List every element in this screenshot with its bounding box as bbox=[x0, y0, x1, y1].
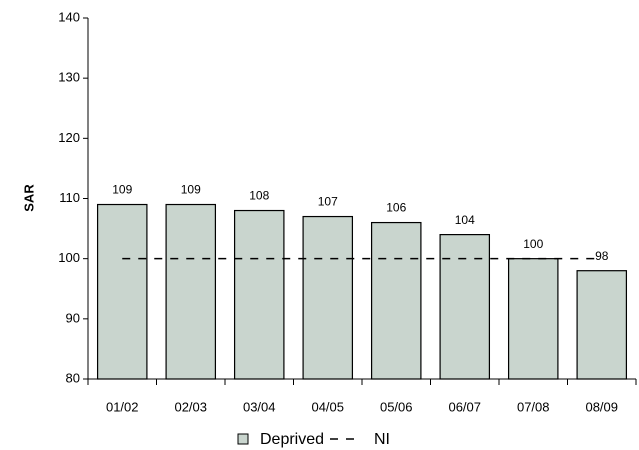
bar bbox=[165, 203, 217, 380]
data-label: 104 bbox=[455, 213, 475, 227]
legend-label: Deprived bbox=[260, 431, 324, 448]
legend-swatch bbox=[237, 433, 249, 445]
data-label: 108 bbox=[249, 189, 269, 203]
x-tick-label: 07/08 bbox=[517, 399, 550, 414]
bar bbox=[302, 215, 354, 380]
y-tick-label: 140 bbox=[58, 9, 80, 24]
bar bbox=[576, 270, 628, 380]
y-tick-label: 110 bbox=[59, 190, 80, 205]
y-tick-label: 120 bbox=[58, 130, 80, 145]
y-tick-label: 100 bbox=[58, 250, 80, 265]
y-tick-label: 130 bbox=[58, 70, 80, 85]
data-label: 106 bbox=[386, 201, 406, 215]
bar bbox=[233, 209, 285, 380]
x-tick-label: 03/04 bbox=[243, 399, 276, 414]
x-tick-label: 08/09 bbox=[585, 399, 618, 414]
bar bbox=[439, 234, 491, 380]
bar bbox=[96, 203, 148, 380]
x-tick-label: 06/07 bbox=[448, 399, 481, 414]
data-label: 109 bbox=[112, 183, 132, 197]
data-label: 109 bbox=[181, 183, 201, 197]
x-tick-label: 02/03 bbox=[174, 399, 207, 414]
bar bbox=[507, 258, 559, 380]
x-tick-label: 05/06 bbox=[380, 399, 413, 414]
y-axis-label: SAR bbox=[21, 184, 36, 212]
x-tick-label: 01/02 bbox=[106, 399, 139, 414]
data-label: 100 bbox=[523, 237, 543, 251]
data-label: 107 bbox=[318, 195, 338, 209]
bar bbox=[370, 221, 422, 380]
legend-label: NI bbox=[374, 431, 390, 448]
data-label: 98 bbox=[595, 249, 609, 263]
y-tick-label: 80 bbox=[66, 370, 80, 385]
x-tick-label: 04/05 bbox=[311, 399, 344, 414]
y-tick-label: 90 bbox=[66, 310, 80, 325]
